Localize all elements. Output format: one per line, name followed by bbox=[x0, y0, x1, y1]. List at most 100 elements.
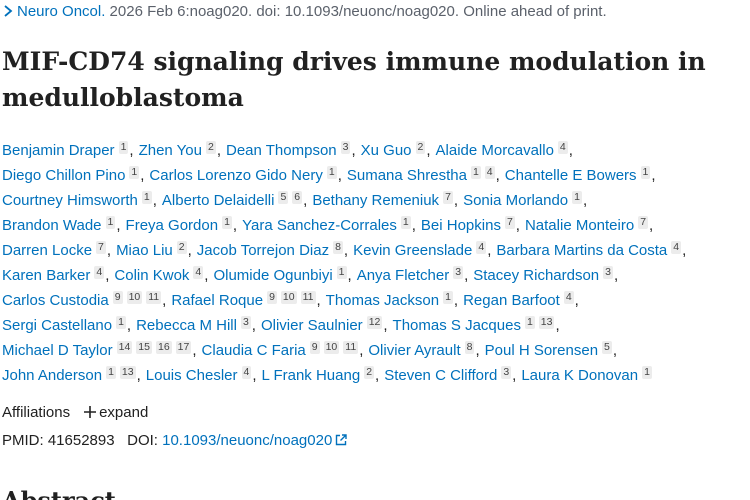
author-name[interactable]: Olivier Saulnier bbox=[260, 317, 363, 334]
author-name[interactable]: Olumide Ogunbiyi bbox=[213, 267, 333, 284]
affiliation-number[interactable]: 1 bbox=[336, 266, 347, 279]
affiliation-number[interactable]: 4 bbox=[241, 366, 252, 379]
affiliation-number[interactable]: 4 bbox=[193, 266, 204, 279]
author-name[interactable]: L Frank Huang bbox=[261, 367, 361, 384]
author-name[interactable]: Brandon Wade bbox=[2, 217, 102, 234]
affiliation-number[interactable]: 11 bbox=[300, 291, 316, 304]
journal-link[interactable]: Neuro Oncol. bbox=[17, 3, 106, 20]
author-name[interactable]: Carlos Lorenzo Gido Nery bbox=[149, 167, 323, 184]
author-name[interactable]: Stacey Richardson bbox=[473, 267, 600, 284]
affiliation-number[interactable]: 1 bbox=[640, 166, 651, 179]
author-name[interactable]: Alaide Morcavallo bbox=[435, 142, 554, 159]
affiliation-number[interactable]: 7 bbox=[638, 216, 649, 229]
author-name[interactable]: Miao Liu bbox=[116, 242, 173, 259]
affiliation-number[interactable]: 7 bbox=[96, 241, 106, 254]
affiliation-number[interactable]: 7 bbox=[504, 216, 515, 229]
affiliation-number[interactable]: 9 bbox=[267, 291, 277, 304]
affiliation-number[interactable]: 1 bbox=[105, 216, 116, 229]
author-name[interactable]: Regan Barfoot bbox=[463, 292, 560, 309]
affiliation-number[interactable]: 1 bbox=[470, 166, 481, 179]
affiliation-number[interactable]: 11 bbox=[343, 341, 359, 354]
author-name[interactable]: Laura K Donovan bbox=[521, 367, 639, 384]
affiliation-number[interactable]: 3 bbox=[240, 316, 251, 329]
affiliation-number[interactable]: 2 bbox=[205, 141, 216, 154]
affiliation-number[interactable]: 4 bbox=[671, 241, 682, 254]
affiliation-number[interactable]: 1 bbox=[222, 216, 232, 229]
affiliation-number[interactable]: 1 bbox=[326, 166, 337, 179]
author-name[interactable]: Zhen You bbox=[138, 142, 202, 159]
affiliation-number[interactable]: 3 bbox=[501, 366, 512, 379]
affiliation-number[interactable]: 1 bbox=[116, 316, 126, 329]
doi-link[interactable]: 10.1093/neuonc/noag020 bbox=[162, 432, 333, 449]
author-name[interactable]: Rafael Roque bbox=[171, 292, 264, 309]
affiliation-number[interactable]: 2 bbox=[176, 241, 187, 254]
affiliation-number[interactable]: 1 bbox=[642, 366, 652, 379]
affiliation-number[interactable]: 4 bbox=[476, 241, 487, 254]
author-name[interactable]: Diego Chillon Pino bbox=[2, 167, 126, 184]
author-name[interactable]: Sergi Castellano bbox=[2, 317, 113, 334]
affiliation-number[interactable]: 8 bbox=[333, 241, 343, 254]
affiliation-number[interactable]: 13 bbox=[119, 366, 136, 379]
author-name[interactable]: Steven C Clifford bbox=[384, 367, 498, 384]
affiliation-number[interactable]: 1 bbox=[572, 191, 582, 204]
affiliation-number[interactable]: 1 bbox=[129, 166, 140, 179]
author-name[interactable]: Thomas Jackson bbox=[325, 292, 440, 309]
affiliation-number[interactable]: 5 bbox=[602, 341, 612, 354]
expand-toggle[interactable]: expand bbox=[99, 404, 149, 421]
author-name[interactable]: Anya Fletcher bbox=[356, 267, 450, 284]
affiliation-number[interactable]: 3 bbox=[340, 141, 351, 154]
author-name[interactable]: John Anderson bbox=[2, 367, 103, 384]
affiliation-number[interactable]: 4 bbox=[557, 141, 568, 154]
affiliation-number[interactable]: 7 bbox=[443, 191, 453, 204]
affiliation-number[interactable]: 16 bbox=[155, 341, 172, 354]
author-name[interactable]: Rebecca M Hill bbox=[136, 317, 237, 334]
author-name[interactable]: Thomas S Jacques bbox=[392, 317, 521, 334]
affiliation-number[interactable]: 9 bbox=[112, 291, 123, 304]
author-name[interactable]: Benjamin Draper bbox=[2, 142, 115, 159]
author-name[interactable]: Alberto Delaidelli bbox=[161, 192, 275, 209]
author-name[interactable]: Karen Barker bbox=[2, 267, 91, 284]
affiliation-number[interactable]: 5 bbox=[278, 191, 289, 204]
author-name[interactable]: Barbara Martins da Costa bbox=[496, 242, 668, 259]
affiliation-number[interactable]: 6 bbox=[292, 191, 303, 204]
author-name[interactable]: Natalie Monteiro bbox=[524, 217, 635, 234]
author-name[interactable]: Dean Thompson bbox=[226, 142, 337, 159]
author-name[interactable]: Sonia Morlando bbox=[463, 192, 569, 209]
author-name[interactable]: Louis Chesler bbox=[145, 367, 238, 384]
affiliation-number[interactable]: 1 bbox=[443, 291, 453, 304]
affiliation-number[interactable]: 8 bbox=[464, 341, 475, 354]
affiliation-number[interactable]: 1 bbox=[118, 141, 129, 154]
author-name[interactable]: Bethany Remeniuk bbox=[312, 192, 440, 209]
author-name[interactable]: Bei Hopkins bbox=[420, 217, 501, 234]
author-name[interactable]: Freya Gordon bbox=[125, 217, 219, 234]
affiliation-number[interactable]: 2 bbox=[364, 366, 375, 379]
affiliation-number[interactable]: 4 bbox=[484, 166, 495, 179]
author-name[interactable]: Darren Locke bbox=[2, 242, 93, 259]
author-name[interactable]: Sumana Shrestha bbox=[346, 167, 467, 184]
author-name[interactable]: Yara Sanchez-Corrales bbox=[242, 217, 397, 234]
author-name[interactable]: Jacob Torrejon Diaz bbox=[196, 242, 330, 259]
affiliation-number[interactable]: 17 bbox=[175, 341, 192, 354]
author-name[interactable]: Claudia C Faria bbox=[201, 342, 306, 359]
author-name[interactable]: Colin Kwok bbox=[114, 267, 190, 284]
affiliation-number[interactable]: 1 bbox=[141, 191, 152, 204]
author-name[interactable]: Carlos Custodia bbox=[2, 292, 109, 309]
affiliation-number[interactable]: 15 bbox=[136, 341, 152, 354]
author-name[interactable]: Kevin Greenslade bbox=[353, 242, 473, 259]
affiliation-number[interactable]: 1 bbox=[106, 366, 116, 379]
affiliation-number[interactable]: 10 bbox=[323, 341, 340, 354]
author-name[interactable]: Xu Guo bbox=[360, 142, 412, 159]
affiliation-number[interactable]: 4 bbox=[94, 266, 105, 279]
author-name[interactable]: Olivier Ayrault bbox=[368, 342, 461, 359]
affiliation-number[interactable]: 10 bbox=[280, 291, 297, 304]
author-name[interactable]: Michael D Taylor bbox=[2, 342, 113, 359]
affiliation-number[interactable]: 12 bbox=[366, 316, 383, 329]
affiliation-number[interactable]: 10 bbox=[126, 291, 143, 304]
affiliation-number[interactable]: 2 bbox=[415, 141, 426, 154]
affiliation-number[interactable]: 1 bbox=[524, 316, 535, 329]
affiliation-number[interactable]: 9 bbox=[309, 341, 320, 354]
affiliation-number[interactable]: 3 bbox=[453, 266, 464, 279]
affiliation-number[interactable]: 1 bbox=[400, 216, 411, 229]
affiliation-number[interactable]: 3 bbox=[603, 266, 613, 279]
affiliation-number[interactable]: 4 bbox=[563, 291, 574, 304]
